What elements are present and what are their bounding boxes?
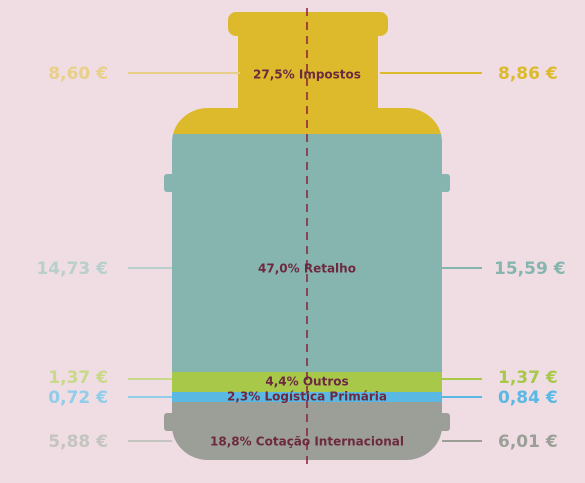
right-value: 15,59 €: [494, 259, 566, 279]
band-retalho: [172, 134, 442, 372]
left-value: 0,72 €: [48, 388, 108, 408]
segment-label: 47,0% Retalho: [258, 262, 356, 276]
valve-neck: [238, 30, 378, 115]
segment-label: 27,5% Impostos: [253, 68, 361, 82]
band-cotacao: [172, 402, 442, 460]
band-logistica: [172, 392, 442, 402]
left-value: 8,60 €: [48, 64, 108, 84]
left-value: 5,88 €: [48, 432, 108, 452]
left-value: 14,73 €: [36, 259, 108, 279]
right-value: 1,37 €: [498, 368, 558, 388]
left-value: 1,37 €: [48, 368, 108, 388]
right-value: 0,84 €: [498, 388, 558, 408]
segment-label: 18,8% Cotação Internacional: [210, 435, 404, 449]
right-value: 6,01 €: [498, 432, 558, 452]
segment-label: 2,3% Logística Primária: [227, 390, 387, 404]
segment-label: 4,4% Outros: [265, 375, 348, 389]
right-value: 8,86 €: [498, 64, 558, 84]
band-outros: [172, 372, 442, 392]
